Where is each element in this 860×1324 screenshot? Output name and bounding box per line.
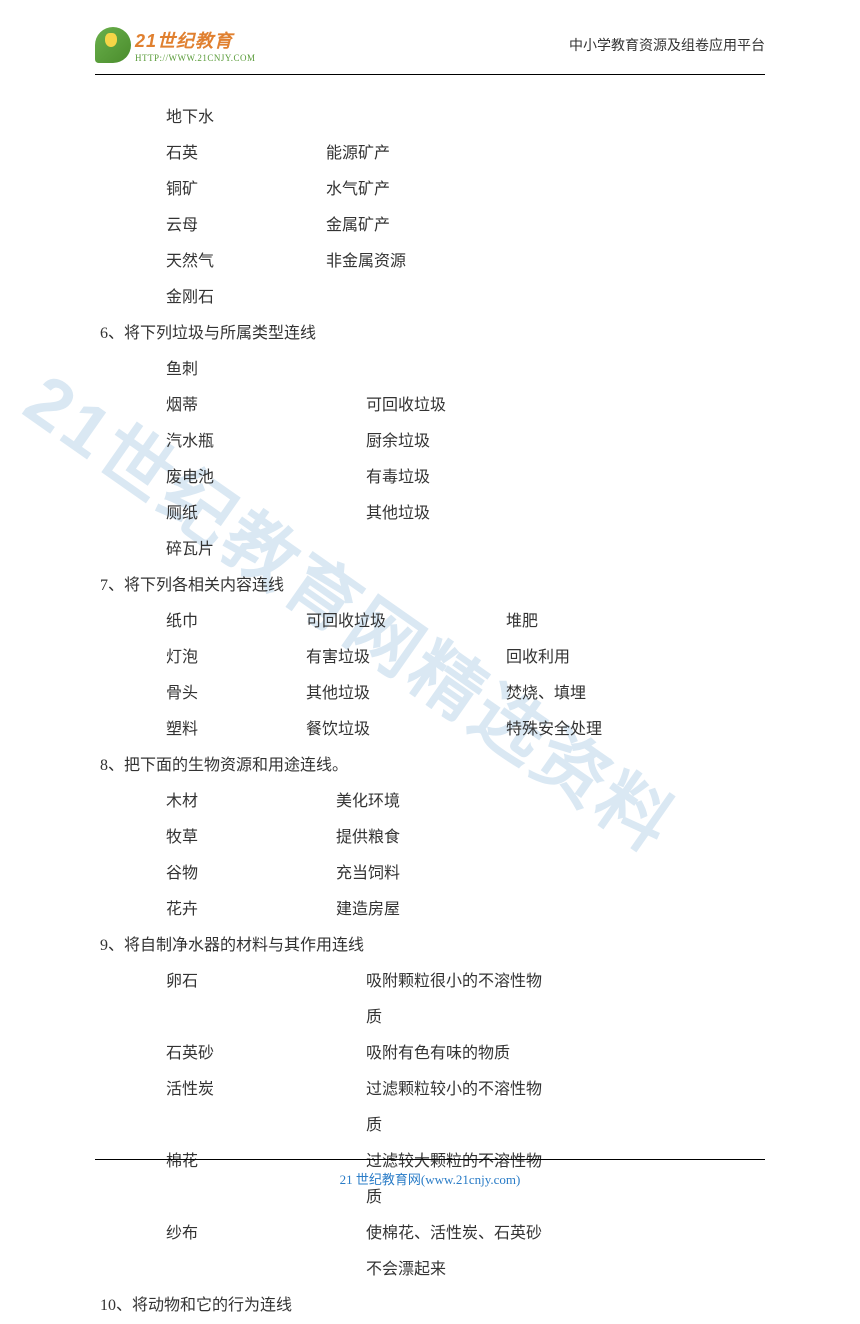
q9-row: 卵石 吸附颗粒很小的不溶性物质: [100, 964, 760, 1036]
q9-title: 9、将自制净水器的材料与其作用连线: [100, 928, 760, 964]
q9-right: 吸附有色有味的物质: [366, 1036, 546, 1072]
q8-row: 花卉 建造房屋: [100, 892, 760, 928]
q6-row: 汽水瓶 厨余垃圾: [100, 424, 760, 460]
q5-left: 天然气: [166, 244, 326, 280]
q5-left: 金刚石: [166, 280, 326, 316]
q9-row: 石英砂 吸附有色有味的物质: [100, 1036, 760, 1072]
q6-title: 6、将下列垃圾与所属类型连线: [100, 316, 760, 352]
q6-left: 废电池: [166, 460, 366, 496]
q9-row: 纱布 使棉花、活性炭、石英砂不会漂起来: [100, 1216, 760, 1288]
q6-left: 汽水瓶: [166, 424, 366, 460]
q7-c1: 骨头: [166, 676, 306, 712]
q7-row: 塑料 餐饮垃圾 特殊安全处理: [100, 712, 760, 748]
q7-c2: 有害垃圾: [306, 640, 506, 676]
q7-c3: 堆肥: [506, 604, 760, 640]
q6-right: 可回收垃圾: [366, 388, 546, 424]
q6-right: 有毒垃圾: [366, 460, 546, 496]
q7-c1: 纸巾: [166, 604, 306, 640]
page-footer: 21 世纪教育网(www.21cnjy.com): [95, 1159, 765, 1188]
q7-title: 7、将下列各相关内容连线: [100, 568, 760, 604]
q6-left: 烟蒂: [166, 388, 366, 424]
logo-sub-text: HTTP://WWW.21CNJY.COM: [135, 53, 256, 63]
q8-left: 木材: [166, 784, 336, 820]
header-divider: [95, 74, 765, 75]
q6-row: 烟蒂 可回收垃圾: [100, 388, 760, 424]
q8-row: 牧草 提供粮食: [100, 820, 760, 856]
footer-brand: 21 世纪教育网: [340, 1172, 421, 1187]
q5-right: 能源矿产: [326, 136, 506, 172]
logo-main-text: 21世纪教育: [135, 27, 256, 53]
q5-left: 石英: [166, 136, 326, 172]
q5-left: 地下水: [166, 100, 326, 136]
q6-row: 厕纸 其他垃圾: [100, 496, 760, 532]
logo-icon: [95, 27, 131, 63]
q6-right: [366, 532, 546, 568]
page-header: 21世纪教育 HTTP://WWW.21CNJY.COM 中小学教育资源及组卷应…: [0, 0, 860, 80]
q7-c3: 回收利用: [506, 640, 760, 676]
q8-left: 谷物: [166, 856, 336, 892]
q8-row: 谷物 充当饲料: [100, 856, 760, 892]
q9-right: 使棉花、活性炭、石英砂不会漂起来: [366, 1216, 546, 1288]
q9-left: 石英砂: [166, 1036, 366, 1072]
header-right-text: 中小学教育资源及组卷应用平台: [569, 35, 765, 55]
q5-right: 水气矿产: [326, 172, 506, 208]
q5-row: 金刚石: [100, 280, 760, 316]
q5-row: 天然气 非金属资源: [100, 244, 760, 280]
q7-c2: 可回收垃圾: [306, 604, 506, 640]
q8-title: 8、把下面的生物资源和用途连线。: [100, 748, 760, 784]
q6-left: 碎瓦片: [166, 532, 366, 568]
q5-row: 云母 金属矿产: [100, 208, 760, 244]
page-content: 地下水 石英 能源矿产 铜矿 水气矿产 云母 金属矿产 天然气 非金属资源 金刚…: [100, 100, 760, 1324]
q5-row: 地下水: [100, 100, 760, 136]
q5-right: [326, 100, 506, 136]
q6-right: [366, 352, 546, 388]
q9-left: 卵石: [166, 964, 366, 1036]
q7-c3: 焚烧、填埋: [506, 676, 760, 712]
q8-right: 建造房屋: [336, 892, 516, 928]
q8-left: 牧草: [166, 820, 336, 856]
q6-right: 厨余垃圾: [366, 424, 546, 460]
logo: 21世纪教育 HTTP://WWW.21CNJY.COM: [95, 25, 256, 65]
logo-text: 21世纪教育 HTTP://WWW.21CNJY.COM: [135, 27, 256, 63]
q10-title: 10、将动物和它的行为连线: [100, 1288, 760, 1324]
q6-row: 废电池 有毒垃圾: [100, 460, 760, 496]
q7-row: 骨头 其他垃圾 焚烧、填埋: [100, 676, 760, 712]
q9-row: 活性炭 过滤颗粒较小的不溶性物质: [100, 1072, 760, 1144]
q6-left: 鱼刺: [166, 352, 366, 388]
q7-row: 灯泡 有害垃圾 回收利用: [100, 640, 760, 676]
q5-left: 铜矿: [166, 172, 326, 208]
q5-left: 云母: [166, 208, 326, 244]
q8-row: 木材 美化环境: [100, 784, 760, 820]
q7-c1: 塑料: [166, 712, 306, 748]
q7-c2: 餐饮垃圾: [306, 712, 506, 748]
q9-left: 纱布: [166, 1216, 366, 1288]
q9-right: 过滤颗粒较小的不溶性物质: [366, 1072, 546, 1144]
q5-row: 铜矿 水气矿产: [100, 172, 760, 208]
q7-c2: 其他垃圾: [306, 676, 506, 712]
q9-left: 活性炭: [166, 1072, 366, 1144]
footer-url: (www.21cnjy.com): [421, 1172, 520, 1187]
q6-left: 厕纸: [166, 496, 366, 532]
q8-left: 花卉: [166, 892, 336, 928]
q6-row: 鱼刺: [100, 352, 760, 388]
q5-right: 非金属资源: [326, 244, 506, 280]
q5-right: [326, 280, 506, 316]
q7-c3: 特殊安全处理: [506, 712, 760, 748]
q8-right: 充当饲料: [336, 856, 516, 892]
q5-row: 石英 能源矿产: [100, 136, 760, 172]
q7-c1: 灯泡: [166, 640, 306, 676]
q8-right: 提供粮食: [336, 820, 516, 856]
q7-row: 纸巾 可回收垃圾 堆肥: [100, 604, 760, 640]
q6-row: 碎瓦片: [100, 532, 760, 568]
q5-right: 金属矿产: [326, 208, 506, 244]
q9-right: 吸附颗粒很小的不溶性物质: [366, 964, 546, 1036]
q6-right: 其他垃圾: [366, 496, 546, 532]
q8-right: 美化环境: [336, 784, 516, 820]
